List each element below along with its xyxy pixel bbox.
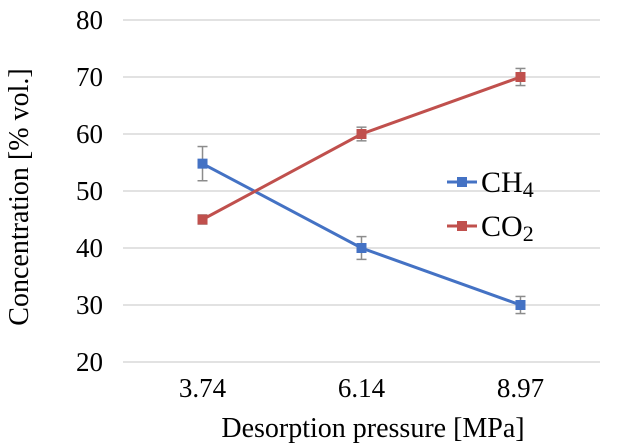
legend-label: CO2 xyxy=(481,210,534,246)
data-point-co2 xyxy=(197,214,208,225)
x-tick-label: 6.14 xyxy=(338,373,386,403)
x-axis-ticks: 3.74 6.14 8.97 xyxy=(179,373,544,403)
legend-marker xyxy=(457,221,467,231)
legend-item-ch4: CH4 xyxy=(447,166,534,202)
y-tick-label: 80 xyxy=(76,5,103,35)
y-axis-title: Concentration [% vol.] xyxy=(4,68,35,325)
legend-label: CH4 xyxy=(481,166,534,202)
series-layer xyxy=(197,67,526,315)
data-point-co2 xyxy=(515,72,526,82)
y-tick-label: 30 xyxy=(76,290,103,320)
data-point-ch4 xyxy=(515,300,526,310)
legend-item-co2: CO2 xyxy=(447,210,534,246)
x-axis-title: Desorption pressure [MPa] xyxy=(221,413,524,444)
series-line-ch4 xyxy=(201,162,521,307)
data-point-ch4 xyxy=(356,243,367,253)
series-ch4 xyxy=(197,145,526,315)
y-axis-ticks: 20 30 40 50 60 70 80 xyxy=(76,5,103,377)
legend-marker xyxy=(457,177,467,187)
data-point-co2 xyxy=(356,129,367,139)
x-tick-label: 8.97 xyxy=(497,373,544,403)
series-line-co2 xyxy=(201,75,521,221)
y-tick-label: 70 xyxy=(76,62,103,92)
y-tick-label: 20 xyxy=(76,347,103,377)
data-point-ch4 xyxy=(197,158,208,169)
series-co2 xyxy=(197,67,526,225)
x-tick-label: 3.74 xyxy=(179,373,227,403)
y-tick-label: 50 xyxy=(76,176,103,206)
y-tick-label: 40 xyxy=(76,233,103,263)
y-tick-label: 60 xyxy=(76,119,103,149)
